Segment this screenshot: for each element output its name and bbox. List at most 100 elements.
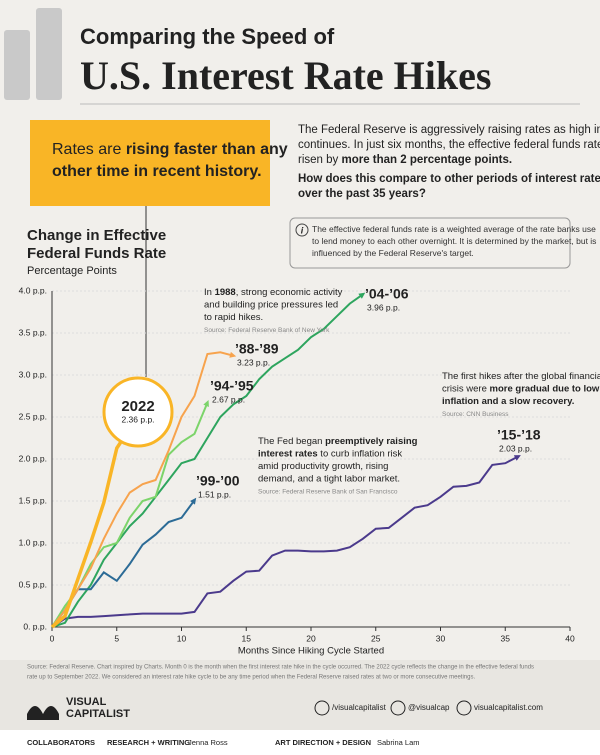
annotation-text-segment: to rapid hikes. [204,312,263,323]
annotation-text-segment: and building price pressures led [204,299,338,310]
callout-text-segment: rising faster than any [126,141,288,158]
annotation-source: Source: Federal Reserve Bank of San Fran… [258,489,398,496]
info-text-segment: to lend money to each other overnight. I… [312,236,596,246]
question-text: How does this compare to other periods o… [298,173,600,185]
y-tick-label: 2.0 p.p. [19,453,47,463]
kicker: Comparing the Speed of [80,24,335,49]
annotation-source: Source: Federal Reserve Bank of New York [204,327,330,334]
annotation-text-segment: 1988 [215,287,236,298]
arrowhead [190,497,197,505]
series-label: 2022 [121,398,154,415]
arrowhead [358,292,366,299]
credit-name2: Sabrina Lam [377,738,420,747]
arrowhead [229,351,237,358]
annotation-text-segment: amid productivity growth, rising [258,461,388,472]
info-text: influenced by the Federal Reserve's targ… [312,248,474,258]
footer-source: rate up to September 2022. We considered… [27,675,475,681]
series-end-label: 2.03 p.p. [499,443,532,453]
arrowhead [513,455,521,461]
credits-band [0,730,600,755]
series-line [51,455,519,628]
series-line [51,351,234,628]
x-tick-label: 30 [436,633,446,643]
y-tick-label: 2.5 p.p. [19,411,47,421]
annotation-text-segment: interest rates [258,448,318,459]
annotation-text-segment: preemptively raising [325,436,418,447]
intro-text: continues. In just six months, the effec… [298,139,600,151]
coins [4,8,62,100]
annotation-text-segment: , strong economic activity [236,287,343,298]
y-tick-label: 1.5 p.p. [19,495,47,505]
y-tick-label: 3.5 p.p. [19,327,47,337]
question-text-segment: How does this compare to other periods o… [298,173,600,185]
arrowhead [203,399,209,407]
x-axis-label: Months Since Hiking Cycle Started [238,646,384,657]
chart-title: Federal Funds Rate [27,245,166,262]
callout-text: other time in recent history. [52,163,262,180]
annotation-text: inflation and a slow recovery. [442,396,574,407]
annotation-text-segment: The Fed began [258,436,325,447]
social-handle: @visualcap [408,703,450,712]
annotation-text-segment: to curb inflation risk [318,448,403,459]
social-icon [314,700,330,716]
annotation-text: The Fed began preemptively raising [258,436,418,447]
intro-text-segment: risen by [298,154,341,166]
credit-heading: COLLABORATORS [27,738,95,747]
annotation-text-segment: crisis were [442,383,490,394]
footer-source: Source: Federal Reserve. Chart inspired … [27,665,534,671]
annotation-text-segment: inflation and a slow recovery. [442,396,574,407]
intro-text-segment: more than 2 percentage points. [341,154,512,166]
annotation-text-segment: The first hikes after the global financi… [442,371,600,382]
x-tick-label: 35 [501,633,511,643]
callout-text-segment: other time in recent history. [52,163,262,180]
logo-text: VISUAL [66,696,107,708]
series-label: ’88-’89 [235,341,279,357]
x-tick-label: 10 [177,633,187,643]
info-text-segment: The effective federal funds rate is a we… [312,224,596,234]
info-text: to lend money to each other overnight. I… [312,236,596,246]
annotation-text: In 1988, strong economic activity [204,287,343,298]
callout-box [30,120,270,206]
label-circle [102,376,174,448]
series-label: ’99-’00 [196,473,240,489]
y-tick-label: 0.5 p.p. [19,579,47,589]
annotation-text: amid productivity growth, rising [258,461,388,472]
intro-text-segment: continues. In just six months, the effec… [298,139,600,151]
series-label: ’04-’06 [365,286,409,302]
x-tick-label: 40 [565,633,575,643]
x-tick-label: 15 [242,633,252,643]
credit-role2: ART DIRECTION + DESIGN [275,738,371,747]
annotation-text-segment: demand, and a tight labor market. [258,473,400,484]
social-icon [390,700,406,716]
y-tick-label: 4.0 p.p. [19,285,47,295]
series-line [51,293,364,628]
callout-text-segment: Rates are [52,141,126,158]
x-tick-label: 0 [50,633,55,643]
callout-text: Rates are rising faster than any [52,141,288,158]
y-axis-label: Percentage Points [27,265,117,277]
annotation-source: Source: CNN Business [442,411,509,418]
series-end-label: 3.96 p.p. [367,302,400,312]
logo-mark [27,706,59,720]
annotation-text: The first hikes after the global financi… [442,371,600,382]
info-box [289,217,571,269]
question-text-segment: over the past 35 years? [298,188,426,200]
annotation-text: demand, and a tight labor market. [258,473,400,484]
series-end-label: 2.36 p.p. [121,414,154,424]
social-handle: visualcapitalist.com [474,703,543,712]
annotation-text: to rapid hikes. [204,312,263,323]
y-tick-label: 1.0 p.p. [19,537,47,547]
credit-role1: RESEARCH + WRITING [107,738,190,747]
series-end-label: 1.51 p.p. [198,489,231,499]
series-end-label: 2.67 p.p. [212,394,245,404]
intro-text-segment: The Federal Reserve is aggressively rais… [298,124,600,136]
annotation-text: interest rates to curb inflation risk [258,448,402,459]
intro-text: risen by more than 2 percentage points. [298,154,512,166]
x-tick-label: 25 [371,633,381,643]
credit-name1: Jenna Ross [188,738,228,747]
info-icon [295,223,309,237]
info-text: The effective federal funds rate is a we… [312,224,596,234]
series-line [50,427,132,629]
series-end-label: 3.23 p.p. [237,357,270,367]
